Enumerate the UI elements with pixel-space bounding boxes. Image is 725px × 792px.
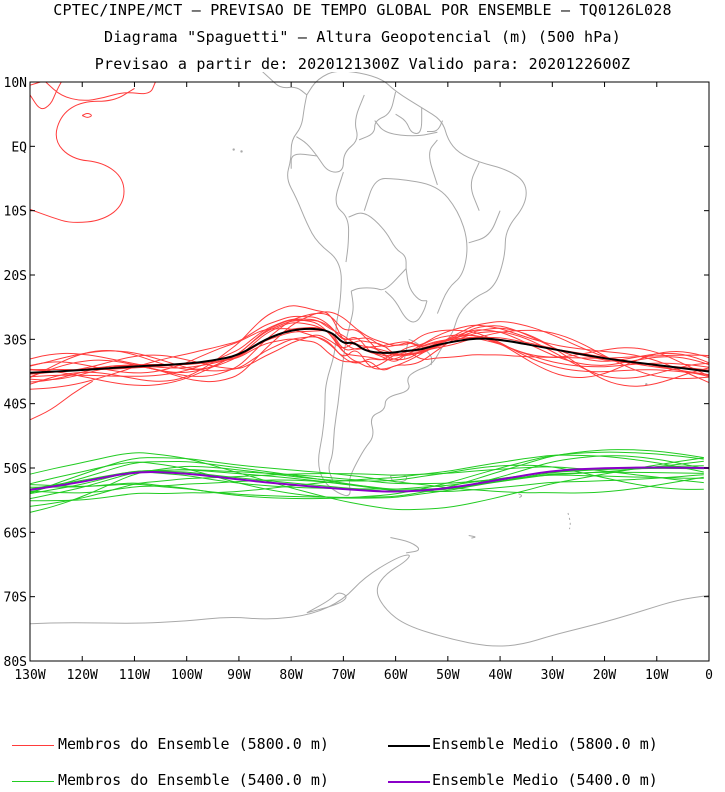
south-georgia-coastline (518, 493, 523, 499)
galapagos-island-1 (240, 150, 243, 153)
border-line-7 (405, 268, 427, 302)
chart-title-line3: Previsao a partir de: 2020121300Z Valido… (94, 55, 631, 73)
red-member-line-11 (29, 319, 710, 386)
green-member-line-11 (29, 460, 704, 499)
border-line-8 (408, 338, 433, 366)
green-member-line-4 (30, 451, 704, 500)
red-member-tail (29, 380, 93, 421)
lat-label-1: EQ (11, 140, 27, 155)
south-shetland-coastline (390, 537, 420, 554)
legend-black-mean: Ensemble Medio (5800.0 m) (432, 735, 658, 753)
chart-title-line2: Diagrama "Spaguetti" – Altura Geopotenci… (104, 28, 621, 46)
lon-label-0: 130W (14, 668, 45, 683)
legend-purple-mean: Ensemble Medio (5400.0 m) (432, 771, 658, 789)
lat-label-5: 40S (4, 398, 27, 413)
lon-label-11: 20W (593, 668, 617, 683)
map-frame (29, 81, 710, 662)
lat-label-0: 10N (4, 76, 27, 91)
lon-label-7: 60W (384, 668, 408, 683)
ensemble-means (29, 327, 710, 493)
red-contour-tropical-4 (81, 113, 92, 118)
green-ensemble-members (29, 449, 704, 513)
lat-label-3: 20S (4, 269, 27, 284)
legend-green-swatch (12, 781, 54, 782)
red-member-line-7 (29, 324, 710, 384)
lat-label-4: 30S (4, 333, 27, 348)
green-member-line-7 (30, 454, 704, 502)
legend-red-members: Membros do Ensemble (5800.0 m) (58, 735, 329, 753)
border-line-16 (468, 210, 501, 244)
border-line-15 (429, 139, 438, 186)
south-orkney-coastline (468, 535, 476, 539)
spaghetti-map: 10N EQ 10S 20S 30S 40S 50S 60S 70S 80S 130W 120W 11… (4, 72, 713, 683)
red-member-line-1 (29, 318, 710, 378)
border-line-12 (290, 153, 318, 169)
red-ensemble-members (29, 81, 710, 421)
chart-title-line1: CPTEC/INPE/MCT – PREVISAO DE TEMPO GLOBA… (53, 1, 672, 19)
lon-label-6: 70W (332, 668, 356, 683)
green-member-line-0 (29, 452, 704, 511)
lon-label-4: 90W (227, 668, 251, 683)
legend-green-members: Membros do Ensemble (5400.0 m) (58, 771, 329, 789)
lon-label-13: 0 (705, 668, 713, 683)
lon-label-9: 40W (488, 668, 512, 683)
green-member-line-13 (29, 457, 704, 494)
lon-label-5: 80W (279, 668, 303, 683)
ensemble-mean-5800-line (29, 327, 710, 374)
border-line-11 (427, 120, 444, 132)
border-line-6 (384, 290, 428, 323)
legend-red-swatch (12, 745, 54, 746)
border-line-17 (470, 162, 480, 211)
lon-label-8: 50W (436, 668, 460, 683)
border-line-10 (395, 107, 423, 135)
lat-label-7: 60S (4, 526, 27, 541)
lon-label-2: 110W (119, 668, 150, 683)
lat-label-2: 10S (4, 205, 27, 220)
border-line-13 (374, 120, 438, 137)
galapagos-island-0 (232, 148, 235, 151)
central-america-coastline (262, 72, 308, 96)
lat-label-8: 70S (4, 591, 27, 606)
sandwich-islands-coastline (567, 512, 571, 530)
red-member-line-5 (29, 311, 710, 387)
legend-black-swatch (388, 745, 430, 747)
lon-label-1: 120W (67, 668, 98, 683)
border-line-4 (351, 268, 407, 292)
red-member-line-12 (29, 328, 710, 377)
border-line-1 (358, 91, 397, 141)
map-border (29, 81, 710, 662)
border-line-14 (363, 177, 468, 314)
ensemble-mean-5400-line (29, 466, 710, 493)
lat-label-6: 50S (4, 462, 27, 477)
border-line-3 (348, 212, 407, 269)
border-line-2 (335, 171, 350, 263)
legend-purple-swatch (388, 781, 430, 783)
lon-label-12: 10W (645, 668, 669, 683)
red-contour-tropical-3 (45, 81, 156, 101)
lat-label-9: 80S (4, 655, 27, 670)
green-member-line-9 (29, 464, 704, 513)
border-line-5 (328, 291, 354, 482)
red-contour-tropical-2 (29, 81, 62, 110)
lon-label-10: 30W (541, 668, 565, 683)
border-line-0 (296, 94, 365, 173)
red-member-line-10 (29, 329, 710, 380)
lon-label-3: 100W (171, 668, 202, 683)
alexander-island-coastline (306, 592, 347, 614)
latitude-labels: 10N EQ 10S 20S 30S 40S 50S 60S 70S 80S (4, 76, 28, 670)
red-member-line-13 (29, 321, 710, 378)
antarctica-coastline (29, 554, 710, 647)
south-america-coastline (287, 72, 527, 497)
red-contour-tropical-1 (29, 87, 135, 223)
longitude-labels: 130W 120W 110W 100W 90W 80W 70W 60W 50W 40W 30W 20W… (14, 668, 713, 683)
green-member-line-12 (29, 455, 704, 494)
